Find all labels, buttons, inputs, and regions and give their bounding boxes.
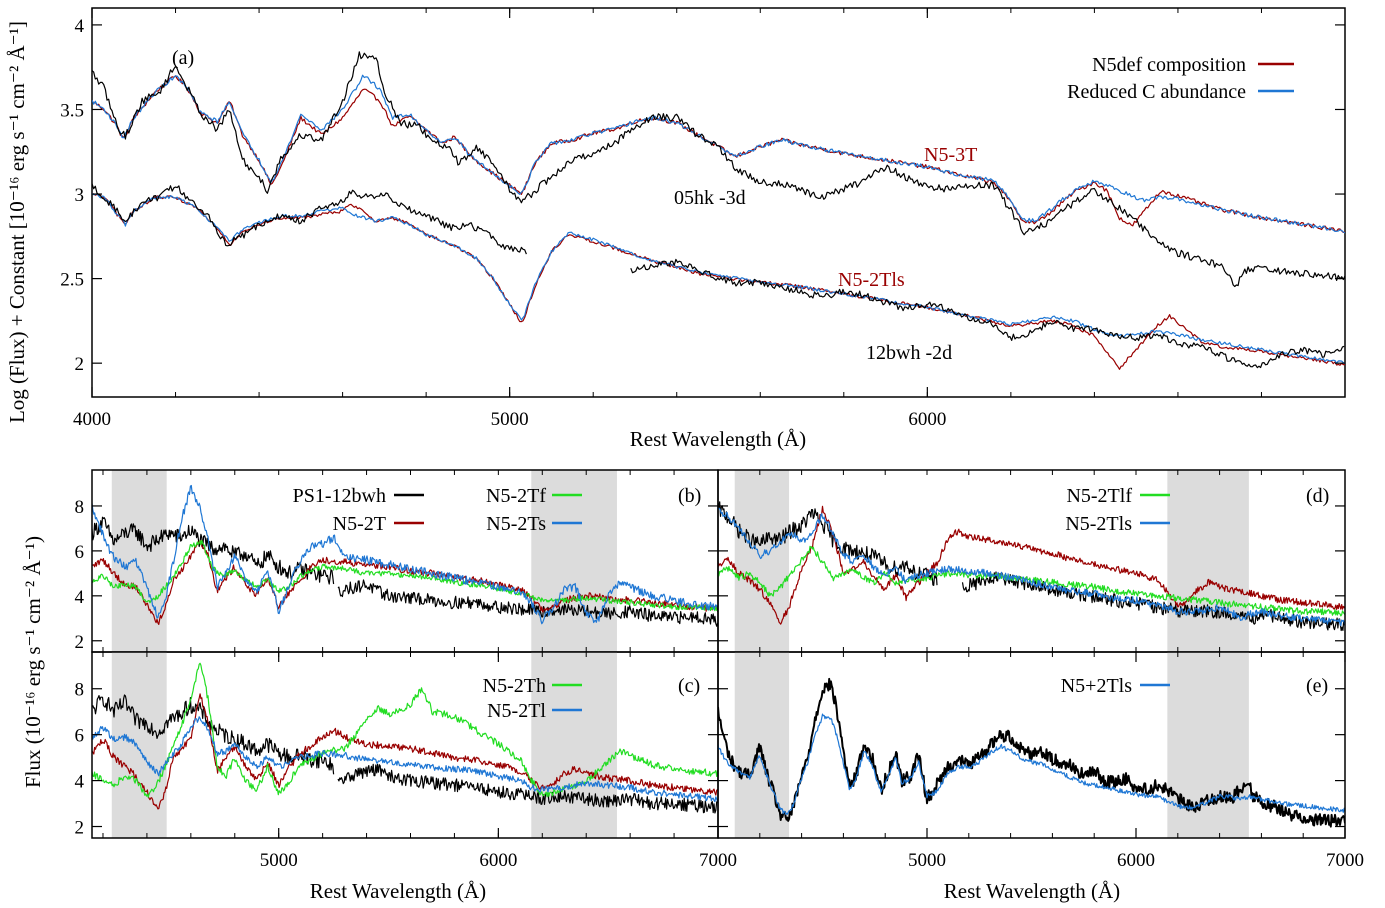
panel-a-tag: (a) — [172, 47, 194, 69]
panel-a-frame — [91, 7, 1346, 398]
series-n5-2tls-red — [92, 192, 1345, 370]
xtick-label-a-0: 4000 — [73, 409, 111, 430]
panel-c-xlabel: Rest Wavelength (Å) — [310, 879, 486, 903]
xtick-label-e-1: 6000 — [1117, 850, 1155, 871]
panel-b: 2 4 6 8 (b) PS1-12bwh N5-2Tf N5-2T N5-2Ts — [75, 469, 719, 653]
legend-a-label-0: N5def composition — [1092, 54, 1246, 76]
ytick-label-c-1: 4 — [75, 772, 85, 793]
legend-c: N5-2Th N5-2Tl — [483, 675, 582, 722]
ytick-label-a-3: 3.5 — [60, 100, 84, 121]
annotation-05hk: 05hk -3d — [674, 187, 746, 209]
series-c-blue — [92, 716, 718, 803]
shaded-band-e-1 — [1167, 652, 1249, 838]
ytick-label-b-1: 4 — [75, 587, 85, 608]
series-c-red — [92, 693, 718, 810]
xtick-label-a-2: 6000 — [908, 409, 946, 430]
series-obs-12bwh-part1 — [92, 183, 527, 255]
xtick-label-e-0: 5000 — [908, 850, 946, 871]
panel-d-tag: (d) — [1306, 485, 1329, 507]
ytick-label-b-3: 8 — [75, 497, 85, 518]
annotation-n5-2tls: N5-2Tls — [838, 269, 905, 291]
shaded-band-d-0 — [734, 470, 790, 652]
panel-d-frame — [717, 469, 1346, 653]
panel-bc-ylabel: Flux (10⁻¹⁶ erg s⁻¹ cm⁻² Å⁻¹) — [21, 536, 45, 788]
panel-a: 4000 5000 6000 2 2.5 3 3.5 4 Rest Wavelength (Å… — [60, 7, 1346, 451]
panel-b-tag: (b) — [678, 485, 701, 507]
ytick-label-c-2: 6 — [75, 726, 85, 747]
panel-d: (d) N5-2Tlf N5-2Tls — [717, 469, 1346, 653]
series-b-green — [92, 540, 718, 612]
annotation-n5-3t: N5-3T — [924, 144, 977, 166]
xtick-label-c-2: 7000 — [699, 850, 737, 871]
ytick-label-a-0: 2 — [75, 354, 85, 375]
legend-b-label-2: N5-2T — [333, 513, 386, 535]
legend-a-label-1: Reduced C abundance — [1067, 81, 1246, 103]
legend-e-label-0: N5+2Tls — [1061, 675, 1132, 697]
legend-c-label-0: N5-2Th — [483, 675, 546, 697]
series-d-red — [718, 505, 1345, 625]
shaded-band-d-1 — [1167, 470, 1249, 652]
series-n5-2tls-blue — [92, 192, 1345, 365]
panel-b-frame — [91, 469, 719, 653]
ytick-label-b-2: 6 — [75, 542, 85, 563]
series-obs-12bwh-part2 — [630, 258, 1345, 369]
legend-a: N5def composition Reduced C abundance — [1067, 54, 1294, 103]
xtick-label-c-1: 6000 — [479, 850, 517, 871]
panel-a-xlabel: Rest Wavelength (Å) — [630, 427, 806, 451]
series-e-obs — [718, 677, 1345, 828]
panel-e-xlabel: Rest Wavelength (Å) — [944, 879, 1120, 903]
legend-b: PS1-12bwh N5-2Tf N5-2T N5-2Ts — [293, 485, 582, 535]
xtick-label-a-1: 5000 — [491, 409, 529, 430]
panel-e-tag: (e) — [1306, 675, 1328, 697]
series-b-obs-1 — [92, 516, 335, 585]
legend-d-label-0: N5-2Tlf — [1066, 485, 1132, 507]
panel-c-tag: (c) — [678, 675, 700, 697]
shaded-band-b-1 — [531, 470, 617, 652]
ytick-label-a-4: 4 — [75, 16, 85, 37]
series-c-green — [92, 662, 718, 798]
series-e-blue — [718, 713, 1345, 815]
series-c-obs-2 — [337, 763, 718, 814]
shaded-band-c-0 — [111, 652, 167, 838]
annotation-12bwh: 12bwh -2d — [866, 342, 952, 364]
shaded-band-c-1 — [531, 652, 617, 838]
ytick-label-c-3: 8 — [75, 680, 85, 701]
series-d-green — [718, 545, 1345, 617]
series-obs-05hk — [92, 51, 1345, 288]
legend-e: N5+2Tls — [1061, 675, 1170, 697]
legend-b-label-3: N5-2Ts — [486, 513, 546, 535]
panel-c: 5000 6000 7000 2 4 6 8 Rest Wavelength (Å) (c)… — [75, 651, 737, 903]
legend-d: N5-2Tlf N5-2Tls — [1065, 485, 1170, 535]
ytick-label-b-0: 2 — [75, 632, 85, 653]
legend-c-label-1: N5-2Tl — [487, 700, 546, 722]
ytick-label-c-0: 2 — [75, 818, 85, 839]
xtick-label-c-0: 5000 — [260, 850, 298, 871]
panel-e: 5000 6000 7000 Rest Wavelength (Å) (e) N5+… — [717, 651, 1364, 903]
series-b-blue — [92, 484, 718, 625]
series-b-obs-2 — [337, 579, 718, 627]
legend-d-label-1: N5-2Tls — [1065, 513, 1132, 535]
xtick-label-e-2: 7000 — [1326, 850, 1364, 871]
panel-a-ylabel: Log (Flux) + Constant [10⁻¹⁶ erg s⁻¹ cm⁻… — [5, 21, 29, 423]
legend-b-label-0: PS1-12bwh — [293, 485, 386, 507]
ytick-label-a-1: 2.5 — [60, 270, 84, 291]
series-d-blue — [718, 507, 1345, 627]
legend-b-label-1: N5-2Tf — [486, 485, 546, 507]
panel-e-frame — [717, 651, 1346, 839]
ytick-label-a-2: 3 — [75, 185, 85, 206]
